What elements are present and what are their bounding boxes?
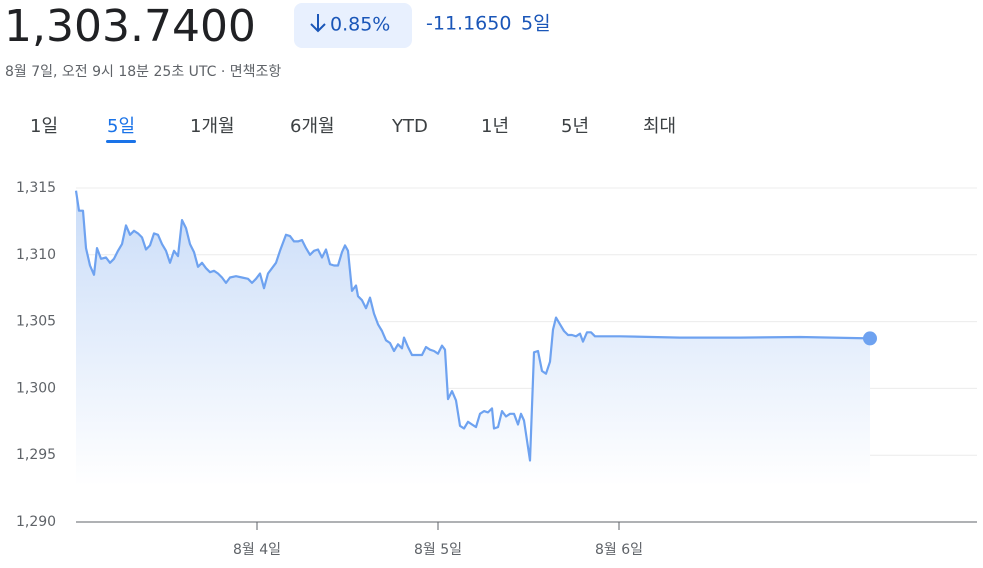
y-tick-label: 1,315 [16,180,56,196]
timestamp: 8월 7일, 오전 9시 18분 25초 UTC · 면책조항 [5,64,281,80]
price: 1,303.7400 [4,1,256,52]
separator: · [221,64,225,80]
y-tick-label: 1,305 [16,314,56,330]
range-tab[interactable]: 최대 [643,116,676,137]
change-period: 5일 [521,13,551,35]
active-tab-indicator [106,140,137,143]
disclaimer[interactable]: 면책조항 [230,64,282,80]
range-tab[interactable]: 1년 [481,116,509,137]
plot: 1,290 1,295 1,300 1,305 1,310 1,315 8월 4일 8월 5일… [16,180,977,558]
x-tick-label: 8월 4일 [233,542,281,558]
y-tick-label: 1,310 [16,247,56,263]
change-percent: 0.85% [330,14,390,36]
x-tick-label: 8월 6일 [595,542,643,558]
timestamp-text: 8월 7일, 오전 9시 18분 25초 UTC [5,64,217,80]
range-tab[interactable]: YTD [391,116,428,137]
last-point [863,331,877,346]
range-tabs: 1일 5일 1개월 6개월 YTD 1년 5년 최대 [30,116,676,143]
range-tab[interactable]: 1개월 [190,116,235,137]
y-tick-label: 1,295 [16,447,56,463]
change-badge [294,3,412,48]
x-tick-label: 8월 5일 [414,542,462,558]
down-arrow [310,14,326,33]
range-tab[interactable]: 6개월 [290,116,335,137]
range-tab[interactable]: 5일 [107,116,135,137]
change-absolute: -11.1650 [426,13,511,35]
range-tab[interactable]: 1일 [30,116,58,137]
y-tick-label: 1,300 [16,380,56,396]
y-tick-label: 1,290 [16,514,56,530]
range-tab[interactable]: 5년 [561,116,589,137]
price-line [74,190,871,462]
area [76,190,870,486]
